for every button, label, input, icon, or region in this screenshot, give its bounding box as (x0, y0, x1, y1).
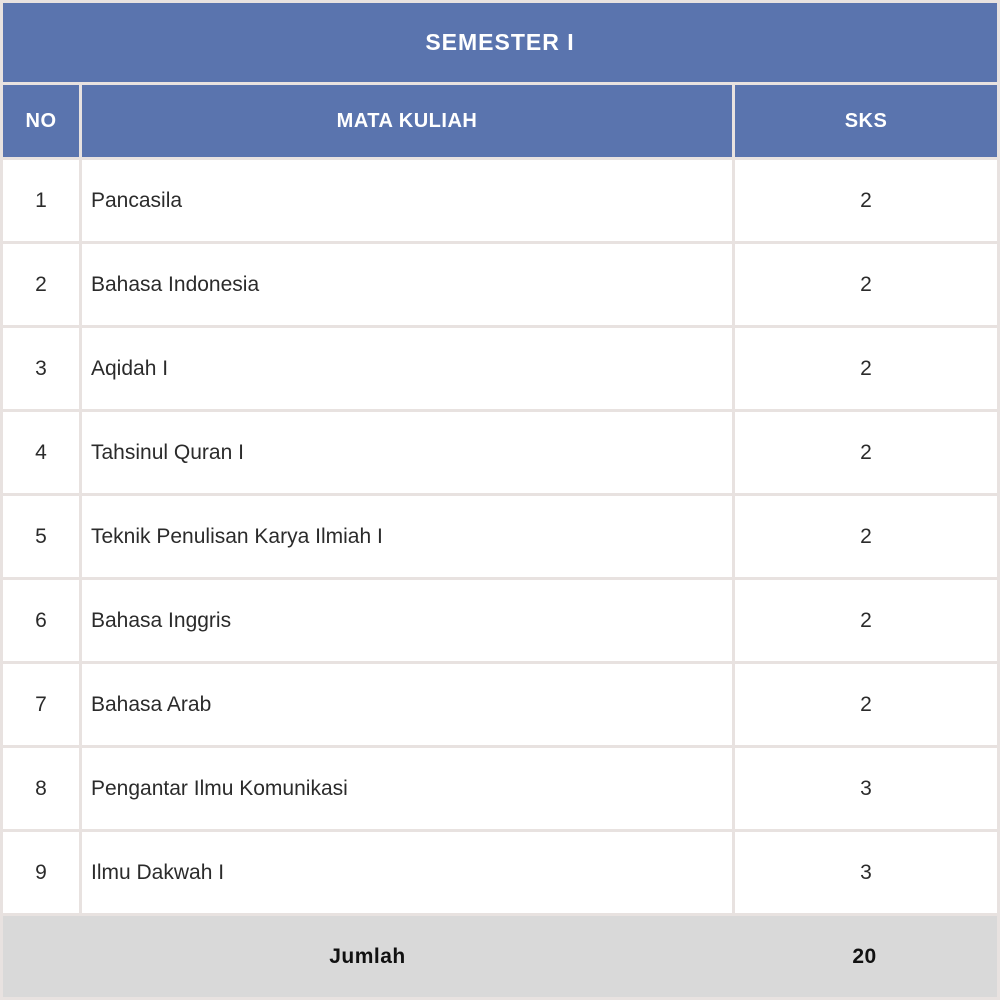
row-number: 6 (3, 580, 79, 661)
sks-value: 2 (735, 244, 997, 325)
row-number: 3 (3, 328, 79, 409)
sks-value: 3 (735, 832, 997, 913)
row-number: 4 (3, 412, 79, 493)
table-footer: Jumlah 20 (3, 916, 997, 997)
row-number: 5 (3, 496, 79, 577)
sks-value: 2 (735, 160, 997, 241)
course-name: Pengantar Ilmu Komunikasi (82, 748, 732, 829)
course-name: Bahasa Indonesia (82, 244, 732, 325)
footer-total: 20 (852, 944, 877, 968)
course-name: Bahasa Inggris (82, 580, 732, 661)
sks-value: 2 (735, 580, 997, 661)
course-name: Pancasila (82, 160, 732, 241)
sks-value: 2 (735, 412, 997, 493)
footer-label: Jumlah (329, 944, 406, 968)
table-title: SEMESTER I (425, 29, 575, 55)
row-number: 9 (3, 832, 79, 913)
row-number: 8 (3, 748, 79, 829)
row-number: 2 (3, 244, 79, 325)
row-number: 1 (3, 160, 79, 241)
column-header-no: NO (3, 85, 79, 157)
sks-value: 2 (735, 496, 997, 577)
row-number: 7 (3, 664, 79, 745)
course-name: Aqidah I (82, 328, 732, 409)
course-name: Teknik Penulisan Karya Ilmiah I (82, 496, 732, 577)
table-title-banner: SEMESTER I (3, 3, 997, 82)
sks-value: 2 (735, 328, 997, 409)
sks-value: 2 (735, 664, 997, 745)
sks-value: 3 (735, 748, 997, 829)
column-header-mata-kuliah: MATA KULIAH (82, 85, 732, 157)
course-name: Ilmu Dakwah I (82, 832, 732, 913)
column-header-sks: SKS (735, 85, 997, 157)
course-name: Tahsinul Quran I (82, 412, 732, 493)
course-name: Bahasa Arab (82, 664, 732, 745)
